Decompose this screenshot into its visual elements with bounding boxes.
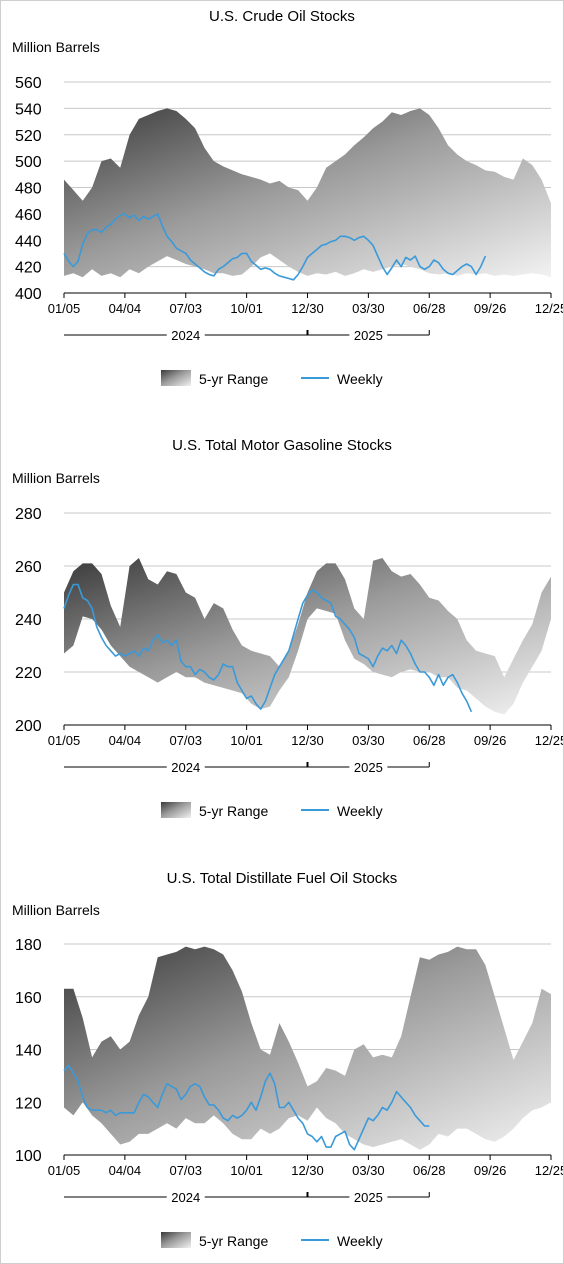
x-tick-label: 12/30 <box>291 733 324 748</box>
x-tick-label: 12/30 <box>291 301 324 316</box>
year-label: 2024 <box>171 760 200 775</box>
x-tick-label: 04/04 <box>109 733 142 748</box>
x-tick-label: 01/05 <box>48 733 81 748</box>
year-label: 2024 <box>171 1190 200 1205</box>
y-tick-label: 400 <box>15 286 42 303</box>
y-tick-label: 520 <box>15 128 42 145</box>
y-axis-label: Million Barrels <box>12 39 100 55</box>
year-label: 2025 <box>354 328 383 343</box>
y-axis-label: Million Barrels <box>12 902 100 918</box>
y-tick-label: 560 <box>15 75 42 92</box>
x-tick-label: 04/04 <box>109 1163 142 1178</box>
x-tick-label: 04/04 <box>109 301 142 316</box>
year-label-bg <box>166 1189 205 1205</box>
year-label-bg <box>349 759 388 775</box>
x-tick-label: 10/01 <box>230 301 263 316</box>
chart-title: U.S. Total Distillate Fuel Oil Stocks <box>167 870 398 887</box>
year-label: 2025 <box>354 1190 383 1205</box>
y-tick-label: 540 <box>15 101 42 118</box>
y-tick-label: 240 <box>15 612 42 629</box>
x-tick-label: 07/03 <box>169 1163 202 1178</box>
legend-range-label: 5-yr Range <box>199 1233 268 1249</box>
x-tick-label: 06/28 <box>413 733 446 748</box>
y-tick-label: 140 <box>15 1043 42 1060</box>
x-tick-label: 01/05 <box>48 1163 81 1178</box>
y-tick-label: 180 <box>15 937 42 954</box>
legend-range-swatch <box>161 370 191 386</box>
x-tick-label: 10/01 <box>230 1163 263 1178</box>
range-band <box>64 108 551 278</box>
y-tick-label: 440 <box>15 233 42 250</box>
x-tick-label: 07/03 <box>169 301 202 316</box>
year-label-bg <box>166 759 205 775</box>
x-tick-label: 09/26 <box>474 301 507 316</box>
chart-title: U.S. Total Motor Gasoline Stocks <box>172 437 392 454</box>
y-axis-label: Million Barrels <box>12 470 100 486</box>
weekly-line <box>63 213 487 281</box>
y-tick-label: 100 <box>15 1148 42 1165</box>
x-tick-label: 03/30 <box>352 301 385 316</box>
x-tick-label: 06/28 <box>413 1163 446 1178</box>
x-tick-label: 12/25 <box>535 301 563 316</box>
legend-range-label: 5-yr Range <box>199 803 268 819</box>
chart-1: U.S. Crude Oil Stocks Million Barrels 400 4… <box>12 8 563 387</box>
x-tick-label: 09/26 <box>474 733 507 748</box>
year-label: 2025 <box>354 760 383 775</box>
x-tick-label: 12/25 <box>535 733 563 748</box>
y-tick-label: 280 <box>15 506 42 523</box>
y-tick-label: 120 <box>15 1095 42 1112</box>
x-tick-label: 12/30 <box>291 1163 324 1178</box>
x-tick-label: 01/05 <box>48 301 81 316</box>
year-label-bg <box>349 327 388 343</box>
legend-weekly-label: Weekly <box>337 371 383 387</box>
year-label: 2024 <box>171 328 200 343</box>
x-tick-label: 03/30 <box>352 1163 385 1178</box>
chart-title: U.S. Crude Oil Stocks <box>209 8 355 25</box>
weekly-line <box>63 583 473 713</box>
year-label-bg <box>166 327 205 343</box>
x-tick-label: 03/30 <box>352 733 385 748</box>
legend-range-swatch <box>161 1232 191 1248</box>
chart-3: U.S. Total Distillate Fuel Oil Stocks Mil… <box>12 870 563 1249</box>
legend-range-label: 5-yr Range <box>199 371 268 387</box>
x-tick-label: 09/26 <box>474 1163 507 1178</box>
x-tick-label: 10/01 <box>230 733 263 748</box>
legend-range-swatch <box>161 802 191 818</box>
legend-weekly-label: Weekly <box>337 1233 383 1249</box>
year-label-bg <box>349 1189 388 1205</box>
weekly-line <box>63 1064 430 1151</box>
range-band <box>64 558 551 715</box>
y-tick-label: 160 <box>15 990 42 1007</box>
y-tick-label: 480 <box>15 181 42 198</box>
range-band <box>64 946 551 1150</box>
legend-weekly-label: Weekly <box>337 803 383 819</box>
y-tick-label: 260 <box>15 559 42 576</box>
y-tick-label: 460 <box>15 207 42 224</box>
y-tick-label: 200 <box>15 718 42 735</box>
y-tick-label: 420 <box>15 260 42 277</box>
x-tick-label: 12/25 <box>535 1163 563 1178</box>
y-tick-label: 500 <box>15 154 42 171</box>
x-tick-label: 07/03 <box>169 733 202 748</box>
chart-2: U.S. Total Motor Gasoline Stocks Million … <box>12 437 563 819</box>
x-tick-label: 06/28 <box>413 301 446 316</box>
y-tick-label: 220 <box>15 665 42 682</box>
